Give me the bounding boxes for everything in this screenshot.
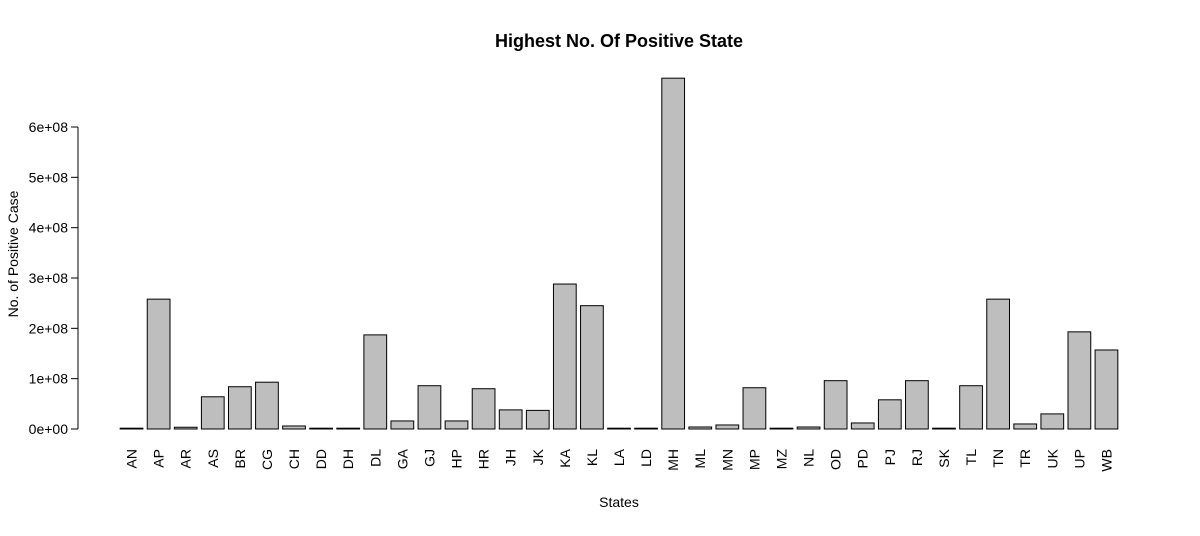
x-tick-label: TL — [963, 449, 979, 466]
bar-dl — [363, 334, 388, 430]
bar-uk — [1040, 413, 1065, 430]
bar-tr — [1013, 423, 1038, 430]
bar-hr — [471, 388, 496, 430]
y-tick-label: 6e+08 — [29, 119, 69, 135]
x-tick-label: TR — [1017, 449, 1033, 468]
bar-up — [1067, 331, 1092, 430]
x-tick-label: MP — [746, 449, 762, 470]
x-tick-label: LD — [638, 449, 654, 467]
x-tick-label: KL — [584, 449, 600, 466]
bar-tn — [986, 298, 1011, 430]
x-tick-label: RJ — [909, 449, 925, 466]
x-tick-label: ML — [692, 449, 708, 469]
x-tick-label: SK — [936, 448, 952, 467]
x-tick-label: PD — [855, 449, 871, 468]
y-axis-label: No. of Positive Case — [5, 190, 21, 317]
bar-ml — [688, 426, 713, 430]
x-tick-label: WB — [1098, 449, 1114, 472]
x-tick-label: PJ — [882, 449, 898, 465]
x-tick-label: DD — [313, 449, 329, 469]
x-tick-label: NL — [801, 449, 817, 467]
bar-mh — [661, 77, 686, 430]
x-tick-label: GJ — [421, 449, 437, 467]
x-tick-label: CG — [259, 449, 275, 470]
x-tick-label: GA — [394, 448, 410, 469]
y-tick-label: 3e+08 — [29, 270, 69, 286]
x-tick-label: UP — [1071, 449, 1087, 468]
bar-pd — [850, 422, 875, 430]
bar-jh — [498, 409, 523, 430]
bar-mp — [742, 387, 767, 430]
bar-ka — [552, 283, 577, 430]
x-tick-label: MZ — [773, 449, 789, 470]
y-tick-label: 2e+08 — [29, 320, 69, 336]
x-axis-label: States — [599, 494, 639, 510]
bar-br — [227, 386, 252, 430]
x-tick-label: AN — [124, 449, 140, 468]
chart-title: Highest No. Of Positive State — [495, 31, 743, 51]
y-axis: 0e+00 1e+08 2e+08 3e+08 4e+08 5e+08 6e+08 — [29, 119, 79, 437]
bar-jk — [525, 409, 550, 430]
bars-group — [119, 77, 1119, 430]
bar-gj — [417, 385, 442, 430]
bar-ld — [634, 427, 658, 430]
bar-ap — [146, 298, 171, 430]
bar-an — [119, 427, 144, 430]
y-tick-label: 0e+00 — [29, 421, 69, 437]
x-tick-label: KA — [557, 448, 573, 467]
x-tick-label: HR — [476, 449, 492, 469]
bar-ga — [390, 420, 415, 430]
x-tick-label: JK — [530, 448, 546, 465]
bar-od — [823, 380, 848, 430]
y-tick-label: 4e+08 — [29, 220, 69, 236]
bar-la — [607, 427, 631, 430]
x-tick-label: TN — [990, 449, 1006, 468]
bar-as — [200, 396, 225, 430]
x-tick-label: HP — [449, 449, 465, 468]
y-tick-label: 1e+08 — [29, 371, 69, 387]
x-tick-label: JH — [503, 449, 519, 466]
x-tick-label: AP — [151, 449, 167, 468]
x-tick-label: DH — [340, 449, 356, 469]
bar-dd — [309, 427, 333, 430]
bar-hp — [444, 420, 469, 430]
bar-pj — [877, 399, 902, 430]
bar-mn — [715, 424, 740, 430]
x-tick-label: DL — [367, 449, 383, 467]
bar-kl — [580, 305, 604, 430]
bar-sk — [932, 427, 956, 430]
x-tick-label: AS — [205, 449, 221, 468]
x-tick-label: MN — [719, 449, 735, 471]
x-tick-label: AR — [178, 449, 194, 468]
bar-nl — [796, 426, 821, 430]
x-tick-label: CH — [286, 449, 302, 469]
x-tick-label: OD — [828, 449, 844, 470]
x-tick-labels: AN AP AR AS BR CG CH DD DH DL GA GJ HP HR JH JK KA KL LA LD… — [124, 448, 1115, 471]
bar-ch — [282, 425, 306, 430]
bar-ar — [173, 426, 198, 430]
y-tick-label: 5e+08 — [29, 169, 69, 185]
bar-dh — [336, 427, 361, 430]
x-tick-label: MH — [665, 449, 681, 471]
bar-cg — [255, 381, 279, 430]
x-tick-label: UK — [1044, 448, 1060, 468]
bar-rj — [905, 380, 929, 430]
x-tick-label: LA — [611, 448, 627, 466]
bar-tl — [959, 385, 983, 430]
bar-wb — [1094, 349, 1119, 430]
bar-mz — [769, 427, 794, 430]
x-tick-label: BR — [232, 449, 248, 468]
